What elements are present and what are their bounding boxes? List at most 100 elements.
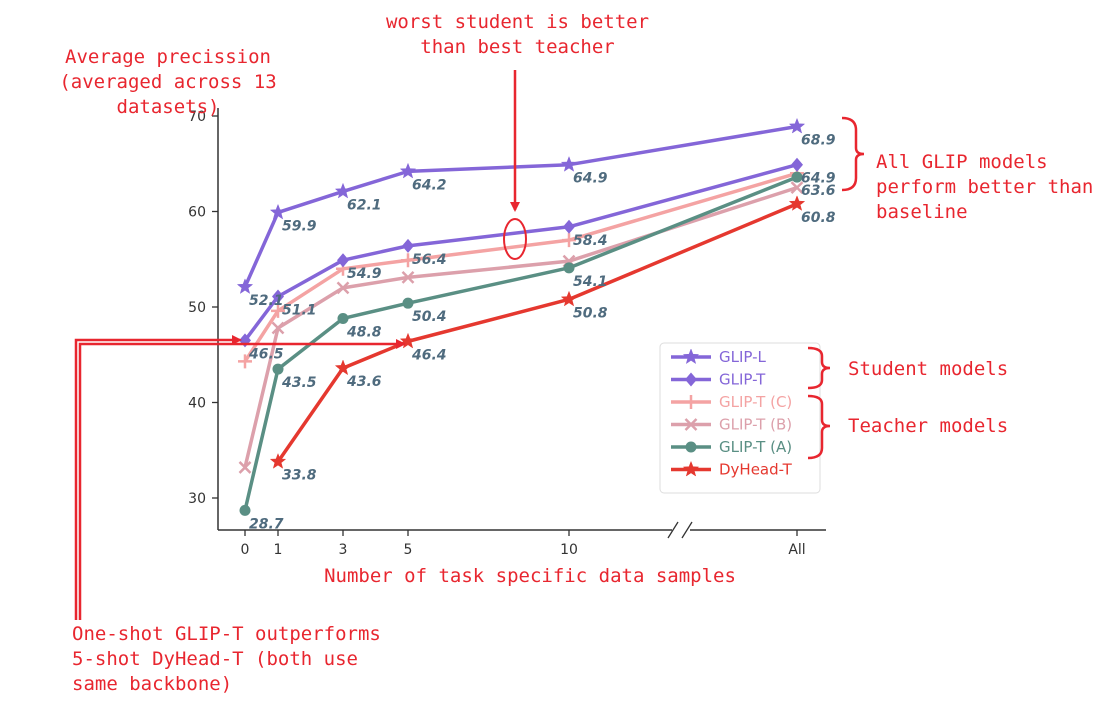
data-label-glip-t-a-1: 43.5 [281, 375, 317, 391]
all-glip-bracket [841, 116, 865, 192]
legend-marker-glip-t [685, 372, 697, 387]
data-label-glip-l-0: 52.1 [249, 293, 284, 309]
x-tick-label-1: 1 [274, 542, 283, 558]
data-label-dyhead-t-1: 33.8 [282, 468, 317, 484]
series-dyhead-t [269, 195, 806, 469]
y-tick-label-40: 40 [188, 396, 206, 412]
point-glip-t-a-All [791, 171, 803, 183]
data-label-glip-t-a-3: 48.8 [346, 324, 382, 340]
point-glip-l-3 [334, 182, 352, 199]
point-glip-t-1 [272, 289, 284, 304]
series-glip-t-c [238, 166, 804, 369]
series-glip-l [236, 117, 806, 294]
one-shot-arrow-glip [74, 335, 242, 620]
point-dyhead-t-5 [399, 332, 417, 349]
series-line-glip-t [243, 163, 798, 342]
data-label-glip-l-3: 62.1 [347, 197, 382, 213]
point-glip-t-b-3 [336, 281, 350, 295]
legend-label-glip-l: GLIP-L [719, 348, 767, 366]
legend-marker-glip-l [682, 348, 700, 365]
annotation-all-glip: All GLIP models perform better than base… [876, 151, 1094, 223]
data-label-dyhead-t-10: 50.8 [573, 305, 608, 321]
y-tick-label-50: 50 [188, 300, 206, 316]
data-label-glip-t-0: 46.5 [248, 346, 284, 362]
legend-label-glip-t: GLIP-T [719, 371, 766, 389]
legend-marker-glip-t-b [684, 418, 698, 431]
worst-student-circle [503, 218, 527, 260]
data-label-glip-t-1: 51.1 [282, 302, 317, 318]
point-glip-t-3 [337, 253, 349, 268]
x-tick-label-5: 5 [404, 542, 413, 558]
point-glip-t-a-3 [337, 312, 349, 324]
axis-break-mark [681, 521, 693, 539]
point-glip-t-b-0 [238, 461, 252, 474]
data-label-glip-l-10: 64.9 [573, 171, 608, 187]
series-glip-t-a [239, 171, 803, 516]
series-line-glip-l [243, 124, 798, 288]
x-tick-label-3: 3 [339, 542, 348, 558]
annotation-student-models: Student models [848, 358, 1009, 380]
data-labels: 52.1 59.9 62.1 64.2 64.9 68.9 46.5 51.1 54.9 56.4… [248, 133, 836, 533]
x-tick-label-10: 10 [560, 542, 578, 558]
point-glip-t-c-1 [271, 303, 285, 318]
series-glip-t [239, 157, 803, 348]
point-glip-l-5 [399, 162, 417, 179]
student-models-bracket [807, 346, 831, 390]
annotation-one-shot: One-shot GLIP-T outperforms 5-shot DyHea… [72, 623, 381, 695]
y-tick-label-60: 60 [188, 205, 206, 221]
point-glip-t-a-0 [239, 504, 251, 516]
point-dyhead-t-1 [269, 452, 287, 469]
data-label-glip-t-3: 54.9 [347, 266, 382, 282]
x-tick-label-0: 0 [241, 542, 250, 558]
y-tick-label-30: 30 [188, 491, 206, 507]
series-layer [236, 117, 806, 516]
point-glip-t-a-1 [272, 363, 284, 375]
point-dyhead-t-3 [334, 359, 352, 376]
axes: 30 40 50 60 70 0 1 3 5 10 All [188, 108, 826, 558]
legend-marker-glip-t-a [685, 441, 697, 453]
data-label-dyhead-t-5: 46.4 [411, 347, 447, 363]
data-label-glip-l-5: 64.2 [412, 177, 447, 193]
annotation-worst-student: worst student is better than best teache… [385, 11, 650, 58]
legend-label-dyhead-t: DyHead-T [719, 461, 793, 479]
data-label-glip-t-a-0: 28.7 [249, 516, 284, 532]
data-label-glip-t-5: 56.4 [412, 252, 447, 268]
teacher-models-bracket [807, 394, 831, 460]
point-glip-t-a-5 [402, 297, 414, 309]
point-glip-t-All [791, 157, 803, 172]
legend-label-glip-t-a: GLIP-T (A) [719, 438, 792, 456]
axis-break-mark [667, 521, 679, 539]
point-glip-t-10 [563, 219, 575, 234]
point-glip-l-1 [269, 203, 287, 220]
point-glip-t-c-10 [562, 233, 576, 248]
point-glip-t-b-1 [271, 321, 285, 335]
point-glip-t-b-5 [401, 271, 415, 284]
data-label-glip-l-1: 59.9 [282, 218, 317, 234]
data-label-dyhead-t-3: 43.6 [346, 374, 382, 390]
x-axis-label: Number of task specific data samples [324, 565, 736, 587]
point-glip-t-5 [402, 238, 414, 253]
point-glip-l-All [788, 117, 806, 134]
legend: GLIP-L GLIP-T GLIP-T (C) GLIP-T (B) GLIP-T (… [659, 342, 821, 494]
annotation-teacher-models: Teacher models [848, 415, 1009, 437]
legend-label-glip-t-b: GLIP-T (B) [719, 416, 792, 434]
data-label-glip-t-10: 58.4 [573, 233, 608, 249]
data-label-glip-t-a-All: 63.6 [801, 183, 836, 199]
y-tick-label-70: 70 [188, 109, 206, 125]
point-glip-t-c-5 [401, 253, 415, 268]
point-glip-l-0 [236, 278, 254, 294]
point-dyhead-t-10 [560, 290, 578, 307]
data-label-glip-t-All: 64.9 [801, 171, 836, 187]
annotation-arrows [74, 70, 865, 620]
data-label-dyhead-t-All: 60.8 [801, 210, 836, 226]
y-axis-label: Average precission (averaged across 13 d… [59, 46, 277, 118]
series-line-glip-t-a [243, 175, 798, 511]
data-label-glip-l-All: 68.9 [801, 133, 836, 149]
point-dyhead-t-All [788, 195, 806, 211]
data-label-glip-t-a-5: 50.4 [412, 309, 447, 325]
point-glip-t-c-0 [238, 354, 252, 369]
x-tick-label-All: All [788, 542, 805, 558]
legend-marker-dyhead-t [682, 460, 700, 477]
series-line-glip-t-b [243, 185, 798, 468]
